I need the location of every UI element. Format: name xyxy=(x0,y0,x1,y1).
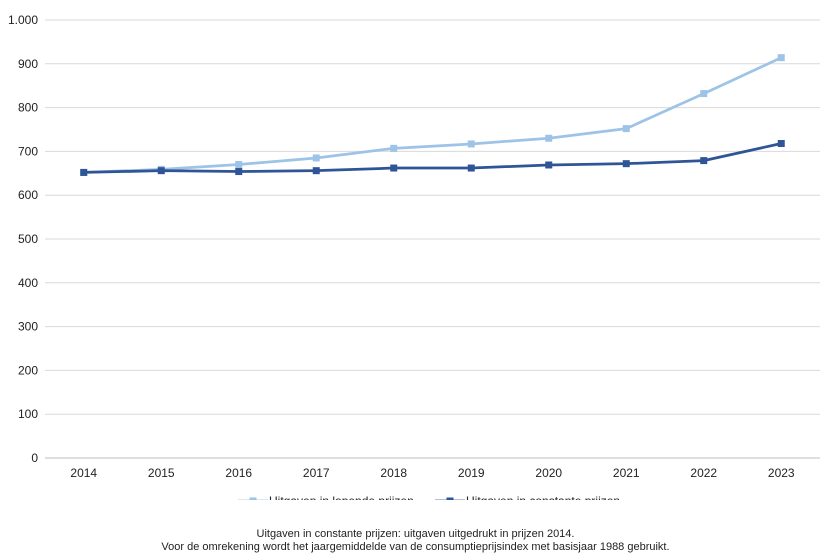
data-point xyxy=(467,164,475,172)
data-point xyxy=(545,134,553,142)
y-tick-label: 700 xyxy=(18,144,38,158)
legend: Uitgaven in lopende prijzen Uitgaven in c… xyxy=(238,494,620,500)
x-tick-label: 2022 xyxy=(690,466,717,480)
data-point xyxy=(700,157,708,165)
x-tick-label: 2015 xyxy=(148,466,175,480)
y-tick-label: 800 xyxy=(18,101,38,115)
data-point xyxy=(777,140,785,148)
x-tick-label: 2020 xyxy=(535,466,562,480)
series-2 xyxy=(80,140,785,176)
data-point xyxy=(622,125,630,133)
y-tick-label: 100 xyxy=(18,407,38,421)
data-point xyxy=(467,140,475,148)
footnote-line-1: Uitgaven in constante prijzen: uitgaven … xyxy=(256,528,575,540)
data-point xyxy=(235,161,243,169)
legend-item-1: Uitgaven in lopende prijzen xyxy=(238,494,414,500)
footnote-line-2: Voor de omrekening wordt het jaargemidde… xyxy=(161,541,670,553)
y-tick-label: 600 xyxy=(18,188,38,202)
data-point xyxy=(157,167,165,175)
series-line xyxy=(83,142,782,174)
x-tick-label: 2017 xyxy=(303,466,330,480)
data-point xyxy=(312,167,320,175)
x-axis: 2014 2015 2016 2017 2018 2019 2020 2021 2022 2023 xyxy=(70,466,795,480)
x-tick-label: 2018 xyxy=(380,466,407,480)
y-tick-label: 200 xyxy=(18,363,38,377)
y-tick-label: 300 xyxy=(18,320,38,334)
data-point xyxy=(312,154,320,162)
y-tick-label: 900 xyxy=(18,57,38,71)
gridlines xyxy=(45,19,820,459)
legend-label: Uitgaven in lopende prijzen xyxy=(269,494,414,500)
data-point xyxy=(235,168,243,176)
data-point xyxy=(80,168,88,176)
data-point xyxy=(390,144,398,152)
series-group xyxy=(80,54,785,176)
x-tick-label: 2014 xyxy=(70,466,97,480)
y-tick-label: 400 xyxy=(18,276,38,290)
legend-swatch-marker xyxy=(249,497,257,500)
series-1 xyxy=(80,54,785,176)
legend-label: Uitgaven in constante prijzen xyxy=(466,494,620,500)
x-tick-label: 2023 xyxy=(768,466,795,480)
legend-swatch-marker xyxy=(446,497,454,500)
y-tick-label: 500 xyxy=(18,232,38,246)
legend-item-2: Uitgaven in constante prijzen xyxy=(435,494,620,500)
x-tick-label: 2016 xyxy=(225,466,252,480)
y-tick-label: 1.000 xyxy=(8,13,38,27)
data-point xyxy=(700,90,708,98)
series-line xyxy=(83,56,782,174)
data-point xyxy=(390,164,398,172)
y-tick-label: 0 xyxy=(31,451,38,465)
data-point xyxy=(777,54,785,62)
data-point xyxy=(545,161,553,169)
data-point xyxy=(622,160,630,168)
x-tick-label: 2019 xyxy=(458,466,485,480)
x-tick-label: 2021 xyxy=(613,466,640,480)
y-axis: 0 100 200 300 400 500 600 700 800 900 1.000 xyxy=(8,13,38,465)
